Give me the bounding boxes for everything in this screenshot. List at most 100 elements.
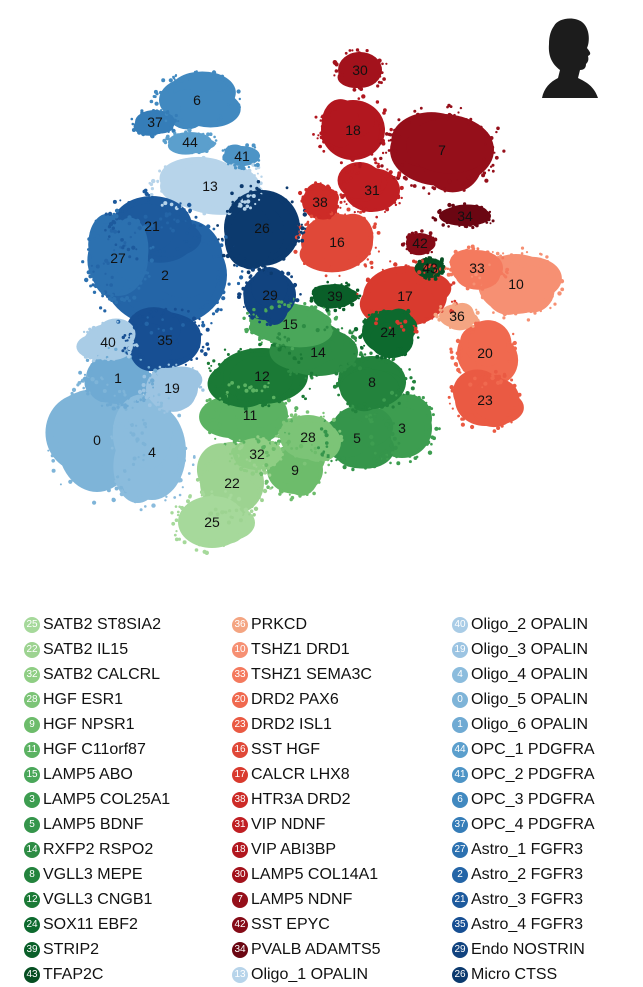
legend-item: 11 HGF C11orf87 (24, 737, 170, 762)
legend-item: 7 LAMP5 NDNF (232, 887, 381, 912)
legend-column-3: 40 Oligo_2 OPALIN 19 Oligo_3 OPALIN 4 Oligo_4… (452, 612, 595, 987)
cluster-34-outlier-points (431, 202, 495, 230)
cluster-6-points (159, 71, 241, 130)
legend-cluster-badge: 1 (452, 716, 468, 733)
cluster-16-label: 16 (329, 234, 345, 250)
human-head-silhouette-icon (542, 18, 598, 98)
legend-cluster-label: OPC_3 PDGFRA (471, 790, 595, 808)
cluster-19-points (146, 366, 203, 412)
cluster-29-outlier-points (237, 267, 302, 327)
legend-cluster-label: VIP NDNF (251, 815, 326, 833)
cluster-40-outlier-points (82, 320, 139, 363)
cluster-10-outlier-points (470, 246, 565, 322)
legend-cluster-label: SATB2 IL15 (43, 640, 129, 658)
legend-item: 24 SOX11 EBF2 (24, 912, 170, 937)
legend-item: 0 Oligo_5 OPALIN (452, 687, 595, 712)
cluster-42-points (406, 233, 436, 256)
legend-cluster-label: PVALB ADAMTS5 (251, 940, 381, 958)
cluster-44-points (167, 132, 216, 155)
legend-cluster-label: Oligo_3 OPALIN (471, 640, 589, 658)
legend-item: 44 OPC_1 PDGFRA (452, 737, 595, 762)
cluster-9-label: 9 (291, 462, 299, 478)
legend-cluster-badge: 36 (232, 616, 248, 633)
legend-cluster-badge: 20 (232, 691, 248, 708)
legend-cluster-label: OPC_2 PDGFRA (471, 765, 595, 783)
cluster-38-label: 38 (312, 194, 328, 210)
legend-item: 12 VGLL3 CNGB1 (24, 887, 170, 912)
legend-cluster-badge: 29 (452, 941, 468, 958)
legend-cluster-badge: 4 (452, 666, 468, 683)
legend-cluster-badge: 24 (24, 916, 40, 933)
legend-cluster-badge: 42 (232, 916, 248, 933)
legend-cluster-badge: 11 (24, 741, 40, 758)
legend-cluster-badge: 17 (232, 766, 248, 783)
cluster-13-label: 13 (202, 178, 218, 194)
legend-cluster-label: LAMP5 NDNF (251, 890, 353, 908)
legend-item: 34 PVALB ADAMTS5 (232, 937, 381, 962)
cluster-33-points (449, 249, 503, 290)
cluster-41-points (222, 144, 260, 166)
legend-item: 16 SST HGF (232, 737, 381, 762)
cluster-36-outlier-points (433, 302, 480, 330)
cluster-16-points (299, 213, 374, 273)
cluster-7-label: 7 (438, 142, 446, 158)
legend-item: 4 Oligo_4 OPALIN (452, 662, 595, 687)
legend-item: 33 TSHZ1 SEMA3C (232, 662, 381, 687)
cluster-24-outlier-points (353, 308, 420, 360)
legend-cluster-badge: 10 (232, 641, 248, 658)
legend-cluster-badge: 6 (452, 791, 468, 808)
cluster-36-label: 36 (449, 308, 465, 324)
cluster-20-label: 20 (477, 345, 493, 361)
cluster-41-outlier-points (221, 143, 261, 171)
legend-cluster-badge: 8 (24, 866, 40, 883)
cluster-4-outlier-points (110, 393, 196, 512)
legend-item: 29 Endo NOSTRIN (452, 937, 595, 962)
legend-cluster-label: TSHZ1 SEMA3C (251, 665, 372, 683)
cluster-42-label: 42 (412, 235, 428, 251)
legend-item: 39 STRIP2 (24, 937, 170, 962)
cluster-28-points (279, 415, 341, 462)
cluster-6-label: 6 (193, 92, 201, 108)
cluster-22-outlier-points (195, 444, 272, 525)
cluster-13-outlier-points (148, 155, 263, 216)
legend-cluster-label: Oligo_1 OPALIN (251, 965, 369, 983)
cluster-39-points (311, 284, 359, 309)
cluster-30-label: 30 (352, 62, 368, 78)
legend-cluster-badge: 5 (24, 816, 40, 833)
cluster-8-label: 8 (368, 374, 376, 390)
legend-cluster-badge: 40 (452, 616, 468, 633)
cluster-11-label: 11 (243, 407, 258, 423)
legend-item: 22 SATB2 IL15 (24, 637, 170, 662)
cluster-21-label: 21 (144, 218, 160, 234)
legend-item: 30 LAMP5 COL14A1 (232, 862, 381, 887)
cluster-35-label: 35 (157, 332, 173, 348)
legend-cluster-badge: 32 (24, 666, 40, 683)
legend-item: 17 CALCR LHX8 (232, 762, 381, 787)
legend-item: 19 Oligo_3 OPALIN (452, 637, 595, 662)
cluster-5-outlier-points (317, 404, 401, 472)
cluster-17-label: 17 (397, 288, 413, 304)
legend-cluster-label: RXFP2 RSPO2 (43, 840, 154, 858)
cluster-18-label: 18 (345, 122, 361, 138)
cluster-19-label: 19 (164, 380, 180, 396)
cluster-33-outlier-points (442, 244, 510, 291)
cluster-21-outlier-points (104, 188, 203, 263)
legend-item: 10 TSHZ1 DRD1 (232, 637, 381, 662)
cluster-4-label: 4 (148, 444, 156, 460)
legend-item: 28 HGF ESR1 (24, 687, 170, 712)
legend-cluster-label: Oligo_2 OPALIN (471, 615, 589, 633)
cluster-2-outlier-points (90, 212, 244, 341)
legend-cluster-label: VIP ABI3BP (251, 840, 337, 858)
legend-cluster-label: TSHZ1 DRD1 (251, 640, 350, 658)
legend-cluster-badge: 44 (452, 741, 468, 758)
cluster-37-points (133, 110, 175, 136)
legend-item: 2 Astro_2 FGFR3 (452, 862, 595, 887)
cluster-44-outlier-points (162, 128, 218, 155)
cluster-7-outlier-points (379, 103, 506, 195)
legend-cluster-badge: 0 (452, 691, 468, 708)
legend-item: 27 Astro_1 FGFR3 (452, 837, 595, 862)
cluster-32-label: 32 (249, 446, 265, 462)
legend-cluster-badge: 3 (24, 791, 40, 808)
legend-item: 37 OPC_4 PDGFRA (452, 812, 595, 837)
legend-item: 26 Micro CTSS (452, 962, 595, 987)
